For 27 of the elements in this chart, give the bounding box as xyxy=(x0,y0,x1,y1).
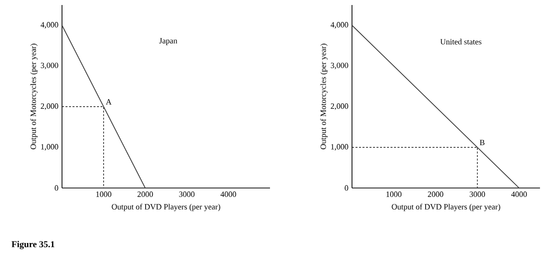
y-tick-label: 2,000 xyxy=(40,103,58,110)
y-tick-label: 0 xyxy=(54,185,58,191)
x-tick-label: 3000 xyxy=(179,192,194,197)
annotation: A xyxy=(106,99,112,104)
y-tick-label: 0 xyxy=(344,185,348,191)
annotation: Japan xyxy=(159,38,178,46)
y-tick-label: 4,000 xyxy=(330,22,348,29)
caption: Figure 35.1 xyxy=(12,240,54,250)
annotation: United states xyxy=(440,38,482,44)
x-axis-title: Output of DVD Players (per year) xyxy=(392,204,500,212)
x-tick-label: 3000 xyxy=(470,192,486,197)
x-axis-title: Output of DVD Players (per year) xyxy=(112,204,220,212)
x-tick-label: 1000 xyxy=(96,192,112,197)
x-tick-label: 4000 xyxy=(220,192,236,197)
x-tick-label: 2000 xyxy=(428,192,444,197)
x-tick-label: 4000 xyxy=(511,192,527,197)
x-tick-label: 1000 xyxy=(386,192,402,197)
annotation: B xyxy=(480,140,484,146)
y-tick-label: 3,000 xyxy=(40,62,58,70)
y-tick-label: 2,000 xyxy=(330,103,348,110)
y-tick-label: 3,000 xyxy=(330,62,348,70)
y-tick-label: 4,000 xyxy=(40,22,58,29)
y-tick-label: 1,000 xyxy=(41,144,58,151)
x-tick-label: 2000 xyxy=(138,192,153,197)
y-axis-title: Output of Motorcycles (per year) xyxy=(30,44,38,150)
y-tick-label: 1,000 xyxy=(331,144,348,151)
y-axis-title: Output of Motorcycles (per year) xyxy=(320,44,328,150)
